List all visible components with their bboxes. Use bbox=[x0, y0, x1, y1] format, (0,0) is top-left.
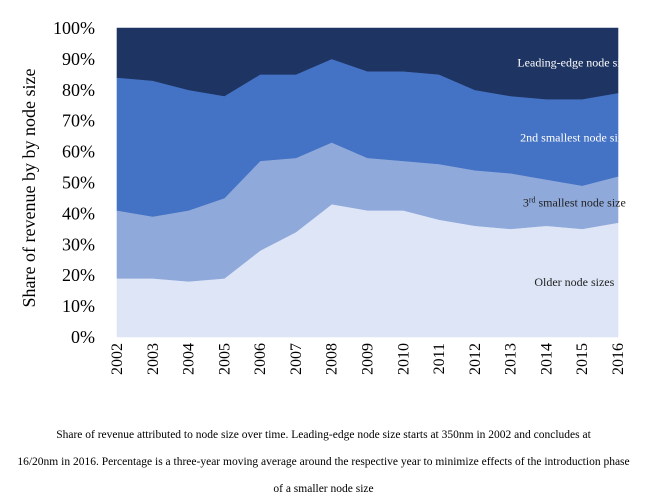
caption-line-2: 16/20nm in 2016. Percentage is a three-y… bbox=[17, 456, 630, 468]
y-tick-label: 100% bbox=[53, 18, 95, 38]
stacked-area-chart: Older node sizes 3rd smallest node size 2n… bbox=[19, 18, 631, 375]
x-tick-label: 2012 bbox=[467, 343, 484, 375]
x-tick-label: 2007 bbox=[288, 343, 305, 375]
y-tick-label: 70% bbox=[62, 111, 95, 131]
x-tick-label: 2013 bbox=[503, 343, 520, 375]
y-tick-label: 90% bbox=[62, 49, 95, 69]
x-tick-label: 2008 bbox=[324, 343, 341, 375]
areas-layer bbox=[116, 27, 619, 338]
x-axis-ticks: 2002 2003 2004 2005 2006 2007 2008 2009 2010 2011… bbox=[109, 343, 627, 375]
x-tick-label: 2011 bbox=[431, 343, 448, 374]
caption-line-3: of a smaller node size bbox=[273, 483, 374, 495]
y-tick-label: 50% bbox=[62, 173, 95, 193]
x-tick-label: 2015 bbox=[574, 343, 591, 375]
area-leading-edge-node-size bbox=[116, 27, 619, 100]
series-label-2nd-smallest-node-size: 2nd smallest node size bbox=[520, 131, 628, 145]
figure-caption: Share of revenue attributed to node size… bbox=[8, 422, 639, 503]
y-axis-ticks: 0% 10% 20% 30% 40% 50% 60% 70% 80% 90% 100% bbox=[53, 18, 95, 347]
x-tick-label: 2005 bbox=[216, 343, 233, 375]
chart-svg: Older node sizes 3rd smallest node size 2n… bbox=[19, 18, 631, 375]
x-tick-label: 2002 bbox=[109, 343, 126, 375]
series-labels-layer: Older node sizes 3rd smallest node size 2n… bbox=[517, 55, 631, 288]
x-tick-label: 2003 bbox=[145, 343, 162, 375]
x-tick-label: 2006 bbox=[252, 343, 269, 375]
y-tick-label: 60% bbox=[62, 142, 95, 162]
x-tick-label: 2016 bbox=[610, 343, 627, 375]
y-tick-label: 10% bbox=[62, 296, 95, 316]
series-label-3rd-smallest-node-size: 3rd smallest node size bbox=[523, 195, 626, 210]
series-label-leading-edge-node-size: Leading-edge node size bbox=[517, 55, 631, 69]
y-tick-label: 40% bbox=[62, 203, 95, 223]
y-tick-label: 80% bbox=[62, 80, 95, 100]
y-tick-label: 30% bbox=[62, 234, 95, 254]
x-tick-label: 2014 bbox=[538, 343, 555, 375]
x-tick-label: 2010 bbox=[395, 343, 412, 375]
y-axis-label: Share of revenue by by node size bbox=[19, 69, 39, 308]
series-label-older-node-sizes: Older node sizes bbox=[534, 275, 614, 289]
y-tick-label: 20% bbox=[62, 265, 95, 285]
x-tick-label: 2004 bbox=[181, 343, 198, 375]
caption-line-1: Share of revenue attributed to node size… bbox=[56, 429, 591, 441]
y-tick-label: 0% bbox=[71, 327, 95, 347]
x-tick-label: 2009 bbox=[360, 343, 377, 375]
